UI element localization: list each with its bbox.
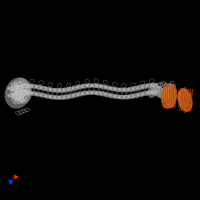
Ellipse shape — [109, 87, 116, 91]
Ellipse shape — [99, 85, 107, 89]
Ellipse shape — [81, 91, 89, 95]
Ellipse shape — [104, 93, 112, 97]
Ellipse shape — [86, 90, 93, 95]
Ellipse shape — [26, 84, 33, 88]
Ellipse shape — [95, 91, 102, 95]
Ellipse shape — [150, 90, 158, 94]
Ellipse shape — [44, 87, 52, 91]
Ellipse shape — [35, 85, 42, 89]
Ellipse shape — [90, 90, 98, 95]
Ellipse shape — [12, 85, 19, 90]
Ellipse shape — [178, 88, 190, 110]
Ellipse shape — [146, 83, 153, 88]
Ellipse shape — [178, 88, 192, 112]
Ellipse shape — [86, 83, 93, 88]
Ellipse shape — [58, 88, 65, 93]
Ellipse shape — [39, 93, 47, 98]
Ellipse shape — [148, 87, 156, 97]
Ellipse shape — [58, 95, 65, 100]
Ellipse shape — [7, 93, 15, 98]
Ellipse shape — [76, 85, 84, 89]
Ellipse shape — [95, 84, 102, 88]
Ellipse shape — [7, 86, 15, 91]
Ellipse shape — [21, 91, 29, 95]
Ellipse shape — [26, 91, 33, 95]
Ellipse shape — [67, 87, 75, 91]
Ellipse shape — [49, 95, 56, 99]
Ellipse shape — [123, 95, 130, 99]
Ellipse shape — [39, 86, 47, 90]
Ellipse shape — [163, 86, 177, 108]
Ellipse shape — [159, 88, 167, 99]
Ellipse shape — [161, 84, 177, 108]
Ellipse shape — [72, 86, 79, 90]
Ellipse shape — [152, 85, 160, 95]
Ellipse shape — [30, 84, 38, 89]
Ellipse shape — [90, 83, 98, 88]
Ellipse shape — [109, 94, 116, 98]
Ellipse shape — [44, 94, 52, 99]
Ellipse shape — [146, 90, 153, 95]
Ellipse shape — [16, 91, 24, 96]
Ellipse shape — [53, 88, 61, 93]
Ellipse shape — [141, 84, 148, 89]
Ellipse shape — [150, 83, 158, 87]
Ellipse shape — [99, 92, 107, 96]
Ellipse shape — [35, 92, 42, 97]
Ellipse shape — [137, 85, 144, 90]
Ellipse shape — [81, 84, 89, 88]
Ellipse shape — [21, 84, 29, 88]
Ellipse shape — [155, 86, 163, 97]
Ellipse shape — [127, 94, 135, 99]
Ellipse shape — [113, 87, 121, 92]
Ellipse shape — [104, 86, 112, 90]
Ellipse shape — [141, 91, 149, 96]
Ellipse shape — [132, 86, 139, 91]
Ellipse shape — [63, 87, 70, 92]
Ellipse shape — [76, 92, 84, 96]
Ellipse shape — [5, 77, 31, 109]
Ellipse shape — [127, 87, 135, 92]
Ellipse shape — [123, 88, 130, 92]
Ellipse shape — [16, 84, 24, 89]
Ellipse shape — [67, 94, 75, 99]
Ellipse shape — [113, 95, 121, 99]
Ellipse shape — [118, 88, 125, 92]
Ellipse shape — [72, 93, 79, 97]
Ellipse shape — [162, 87, 171, 98]
Ellipse shape — [12, 78, 32, 104]
Ellipse shape — [132, 93, 139, 98]
Ellipse shape — [49, 88, 56, 92]
Ellipse shape — [12, 92, 19, 97]
Ellipse shape — [30, 91, 38, 96]
Ellipse shape — [118, 95, 125, 99]
Ellipse shape — [136, 92, 144, 97]
Ellipse shape — [63, 95, 70, 99]
Ellipse shape — [53, 95, 61, 100]
